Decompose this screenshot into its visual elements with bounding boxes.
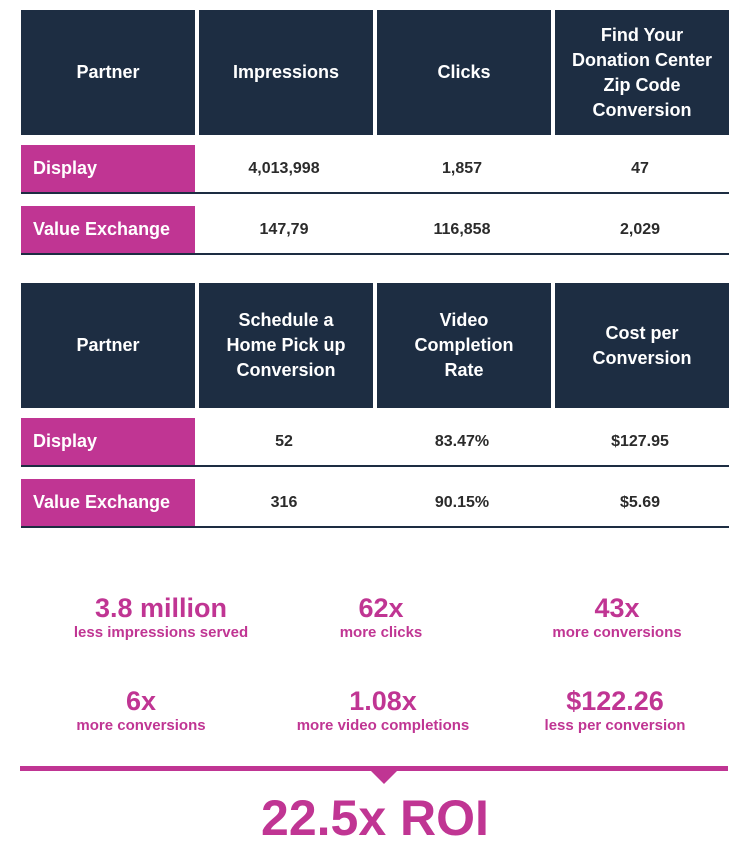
cell-clicks: 1,857 bbox=[441, 159, 483, 177]
table-header-row: Partner Schedule a Home Pick up Conversi… bbox=[21, 283, 729, 408]
row-label-display: Display bbox=[21, 145, 195, 192]
row-label-value-exchange: Value Exchange bbox=[21, 479, 195, 526]
down-arrow-icon bbox=[370, 770, 398, 784]
header-partner: Partner bbox=[21, 10, 195, 135]
cell-impressions: 147,79 bbox=[259, 220, 309, 238]
cell-clicks: 116,858 bbox=[433, 220, 491, 238]
stat-cost-per-conversion: $122.26 less per conversion bbox=[490, 686, 740, 736]
stat-video-completions: 1.08x more video completions bbox=[258, 686, 508, 736]
stat-value: 6x bbox=[125, 686, 157, 716]
cell-cost-per-conversion: $5.69 bbox=[619, 493, 661, 511]
stat-value: 1.08x bbox=[349, 686, 417, 716]
stat-conversions: 43x more conversions bbox=[492, 593, 742, 643]
cell-zip-conversion: 2,029 bbox=[619, 220, 661, 238]
header-clicks: Clicks bbox=[377, 10, 551, 135]
stat-home-pickup-conversions: 6x more conversions bbox=[16, 686, 266, 736]
row-label-value-exchange: Value Exchange bbox=[21, 206, 195, 253]
header-cost-per-conversion: Cost per Conversion bbox=[555, 283, 729, 408]
table-row: Display 4,013,998 1,857 47 bbox=[21, 145, 729, 194]
table-header-row: Partner Impressions Clicks Find Your Don… bbox=[21, 10, 729, 135]
stat-value: 43x bbox=[594, 593, 640, 623]
cell-video-completion: 90.15% bbox=[434, 493, 490, 511]
stat-caption: more conversions bbox=[76, 717, 206, 734]
stat-value: 62x bbox=[358, 593, 404, 623]
stat-caption: more conversions bbox=[552, 624, 682, 641]
stat-caption: less per conversion bbox=[544, 717, 686, 734]
results-table-1: Partner Impressions Clicks Find Your Don… bbox=[21, 10, 729, 255]
stat-caption: more video completions bbox=[296, 717, 470, 734]
stat-caption: less impressions served bbox=[73, 624, 249, 641]
stat-value: 3.8 million bbox=[94, 593, 228, 623]
stat-caption: more clicks bbox=[339, 624, 423, 641]
roi-headline: 22.5x ROI bbox=[261, 790, 489, 846]
results-table-2: Partner Schedule a Home Pick up Conversi… bbox=[21, 283, 729, 528]
table-row: Value Exchange 316 90.15% $5.69 bbox=[21, 479, 729, 528]
cell-home-pickup: 52 bbox=[275, 432, 293, 450]
cell-video-completion: 83.47% bbox=[434, 432, 490, 450]
header-partner: Partner bbox=[21, 283, 195, 408]
stat-clicks: 62x more clicks bbox=[256, 593, 506, 643]
table-row: Value Exchange 147,79 116,858 2,029 bbox=[21, 206, 729, 255]
stat-value: $122.26 bbox=[566, 686, 664, 716]
cell-zip-conversion: 47 bbox=[631, 159, 649, 177]
header-zip-conversion: Find Your Donation Center Zip Code Conve… bbox=[555, 10, 729, 135]
row-label-display: Display bbox=[21, 418, 195, 465]
header-home-pickup-conversion: Schedule a Home Pick up Conversion bbox=[199, 283, 373, 408]
header-impressions: Impressions bbox=[199, 10, 373, 135]
divider-line bbox=[20, 766, 728, 771]
header-video-completion-rate: Video Completion Rate bbox=[377, 283, 551, 408]
stat-impressions: 3.8 million less impressions served bbox=[36, 593, 286, 643]
cell-home-pickup: 316 bbox=[270, 493, 298, 511]
table-row: Display 52 83.47% $127.95 bbox=[21, 418, 729, 467]
cell-impressions: 4,013,998 bbox=[248, 159, 320, 177]
cell-cost-per-conversion: $127.95 bbox=[611, 432, 669, 450]
